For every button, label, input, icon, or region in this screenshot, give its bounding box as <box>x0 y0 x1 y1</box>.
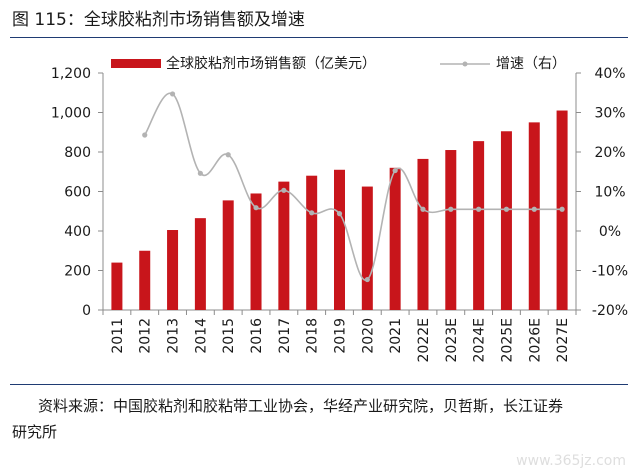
bar-2026E <box>528 122 540 310</box>
growth-point-2020 <box>364 276 370 283</box>
growth-point-2017 <box>281 187 287 193</box>
source-divider <box>10 384 628 385</box>
growth-point-2014 <box>197 170 203 176</box>
x-label-2025E: 2025E <box>499 318 515 362</box>
bar-2020 <box>361 186 373 310</box>
bar-series <box>111 110 568 311</box>
x-label-2019: 2019 <box>333 318 349 354</box>
legend-line-label: 增速（右） <box>496 56 566 72</box>
growth-point-2024E <box>476 206 482 212</box>
bar-2019 <box>334 169 345 310</box>
bar-2018 <box>306 175 318 310</box>
growth-point-2013 <box>169 91 176 97</box>
x-label-2017: 2017 <box>277 318 293 354</box>
left-tick-label: 200 <box>64 264 91 280</box>
legend: 全球胶粘剂市场销售额（亿美元） 增速（右） <box>111 55 566 72</box>
axes: 0 200 400 600 800 1,000 1,200 -20% -10% 0% 10% 20% 3… <box>51 66 628 319</box>
growth-point-2026E <box>531 206 537 212</box>
x-label-2023E: 2023E <box>444 318 460 362</box>
left-tick-label: 1,000 <box>51 106 91 122</box>
x-label-2018: 2018 <box>305 318 321 354</box>
left-tick-label: 400 <box>64 224 91 240</box>
x-label-2013: 2013 <box>166 318 182 354</box>
source-line-1: 资料来源：中国胶粘剂和胶粘带工业协会，华经产业研究院，贝哲斯，长江证券 <box>38 397 564 415</box>
x-label-2011: 2011 <box>110 318 126 354</box>
x-label-2021: 2021 <box>388 318 404 354</box>
right-tick-label: -20% <box>592 303 628 319</box>
x-label-2014: 2014 <box>193 318 209 354</box>
growth-point-2021 <box>392 167 398 174</box>
legend-line-marker <box>462 61 468 67</box>
bar-2025E <box>500 131 512 310</box>
left-tick-label: 600 <box>64 185 91 201</box>
right-tick-label: 30% <box>594 106 625 122</box>
growth-point-2012 <box>142 132 148 138</box>
right-tick-label: 40% <box>594 66 625 82</box>
growth-point-2023E <box>448 206 454 212</box>
x-label-2027E: 2027E <box>555 318 571 362</box>
bar-2024E <box>473 141 485 310</box>
growth-point-2027E <box>559 206 565 212</box>
bar-2016 <box>250 193 262 310</box>
x-label-2022E: 2022E <box>416 318 432 362</box>
legend-bar-label: 全球胶粘剂市场销售额（亿美元） <box>166 55 376 72</box>
growth-line-series <box>142 91 565 283</box>
growth-point-2018 <box>309 210 315 216</box>
bar-2014 <box>194 218 206 310</box>
sales-growth-chart: 全球胶粘剂市场销售额（亿美元） 增速（右） 0 200 400 600 800 1,000… <box>51 55 628 363</box>
right-tick-label: 0% <box>599 224 621 240</box>
bar-2015 <box>222 200 234 310</box>
x-label-2016: 2016 <box>249 318 265 354</box>
legend-bar-swatch <box>111 59 161 68</box>
bar-2023E <box>445 150 457 310</box>
growth-point-2016 <box>253 205 259 211</box>
left-tick-label: 0 <box>82 303 91 319</box>
growth-point-2019 <box>336 211 343 217</box>
growth-point-2022E <box>420 206 426 212</box>
source-line-2: 研究所 <box>12 423 58 441</box>
bar-2013 <box>167 230 179 310</box>
figure-title: 图 115：全球胶粘剂市场销售额及增速 <box>12 10 305 30</box>
x-axis-labels: 2011 2012 2013 2014 2015 2016 2017 2018 2019 2020… <box>110 318 571 363</box>
bar-2011 <box>111 262 123 310</box>
bar-2022E <box>417 158 429 310</box>
growth-point-2025E <box>503 206 510 212</box>
x-label-2024E: 2024E <box>472 318 488 362</box>
watermark-text: www.365jz.com <box>516 453 626 469</box>
source-note: 资料来源：中国胶粘剂和胶粘带工业协会，华经产业研究院，贝哲斯，长江证券 研究所 <box>12 393 628 445</box>
growth-line-path <box>144 92 563 281</box>
x-label-2015: 2015 <box>221 318 237 354</box>
right-tick-label: 20% <box>594 145 625 161</box>
bar-2021 <box>389 167 401 310</box>
bar-2017 <box>278 181 290 310</box>
growth-point-2015 <box>225 152 231 158</box>
x-label-2012: 2012 <box>138 318 154 354</box>
x-label-2020: 2020 <box>360 318 376 354</box>
right-tick-label: -10% <box>592 264 628 280</box>
title-divider <box>10 37 628 38</box>
left-tick-label: 1,200 <box>51 66 91 82</box>
right-tick-label: 10% <box>594 185 625 201</box>
x-label-2026E: 2026E <box>527 318 543 362</box>
bar-2012 <box>139 250 151 310</box>
left-tick-label: 800 <box>64 145 91 161</box>
